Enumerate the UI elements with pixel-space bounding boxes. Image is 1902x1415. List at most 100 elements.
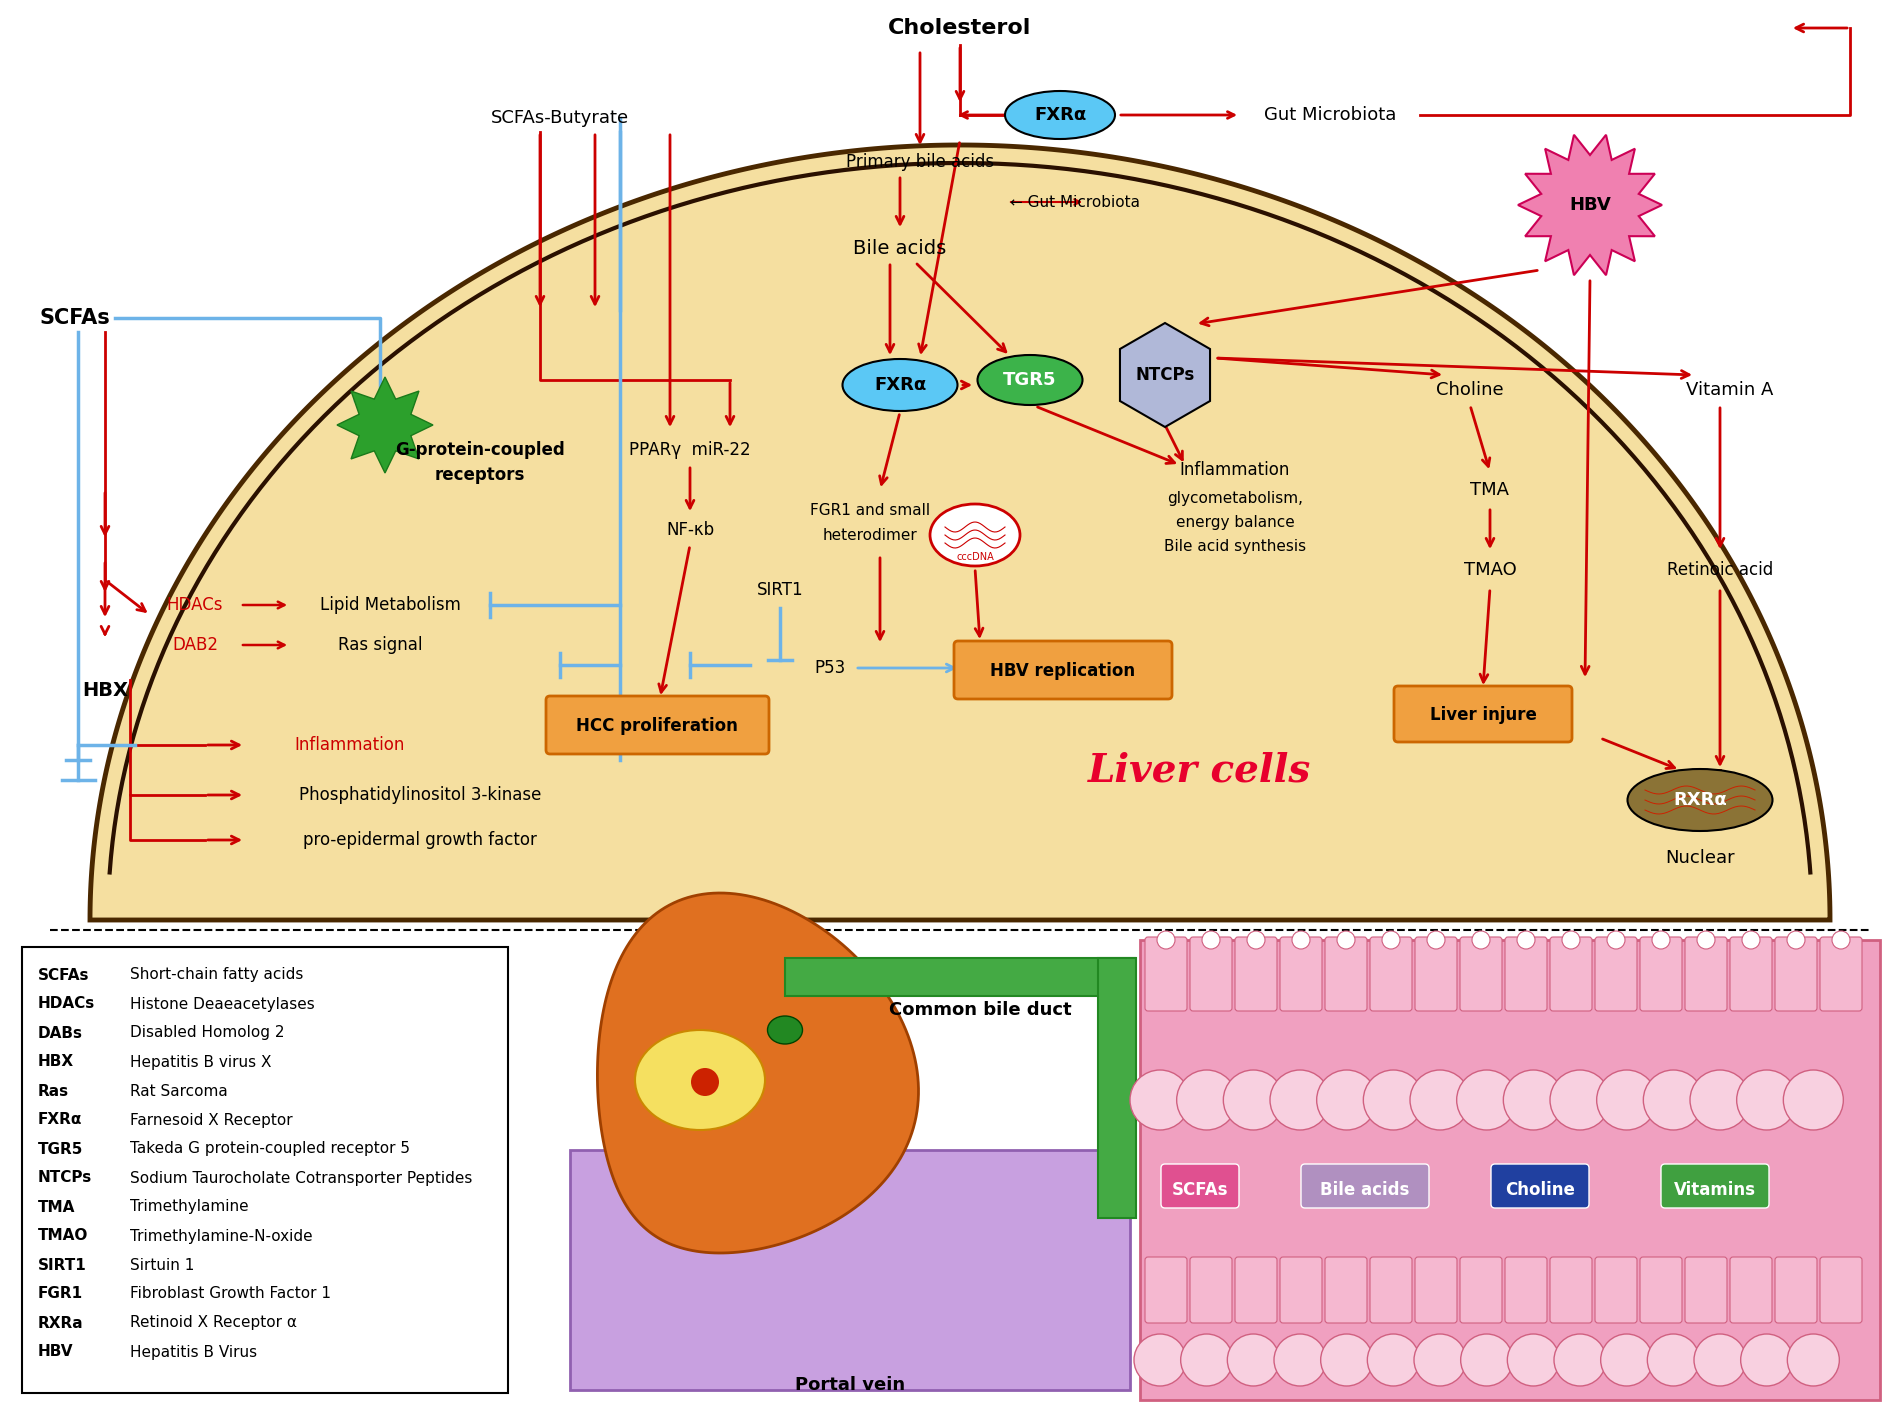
FancyBboxPatch shape <box>1775 1257 1816 1323</box>
Circle shape <box>1177 1070 1236 1131</box>
FancyBboxPatch shape <box>1326 937 1368 1010</box>
Bar <box>571 1150 1130 1390</box>
FancyBboxPatch shape <box>1640 1257 1681 1323</box>
Text: SIRT1: SIRT1 <box>757 582 803 599</box>
Text: HBV: HBV <box>38 1344 74 1360</box>
Bar <box>1097 958 1135 1218</box>
Circle shape <box>1316 1070 1377 1131</box>
Text: HDACs: HDACs <box>38 996 95 1012</box>
Circle shape <box>1409 1070 1470 1131</box>
Circle shape <box>1291 931 1310 949</box>
Ellipse shape <box>768 1016 803 1044</box>
Text: FGR1 and small: FGR1 and small <box>810 502 930 518</box>
Text: Vitamin A: Vitamin A <box>1687 381 1775 399</box>
Text: ← Gut Microbiota: ← Gut Microbiota <box>1010 194 1139 209</box>
Circle shape <box>1271 1070 1329 1131</box>
Text: Cholesterol: Cholesterol <box>888 18 1031 38</box>
Text: Bile acids: Bile acids <box>854 239 947 258</box>
Text: Hepatitis B virus X: Hepatitis B virus X <box>129 1054 272 1070</box>
Text: Disabled Homolog 2: Disabled Homolog 2 <box>129 1026 285 1040</box>
Circle shape <box>1503 1070 1563 1131</box>
FancyBboxPatch shape <box>1415 937 1457 1010</box>
Text: Common bile duct: Common bile duct <box>888 1000 1071 1019</box>
Text: Sirtuin 1: Sirtuin 1 <box>129 1258 194 1272</box>
Text: Farnesoid X Receptor: Farnesoid X Receptor <box>129 1112 293 1128</box>
Circle shape <box>690 1068 719 1097</box>
Circle shape <box>1383 931 1400 949</box>
Ellipse shape <box>1628 768 1773 831</box>
Polygon shape <box>337 376 434 473</box>
Circle shape <box>1691 1070 1750 1131</box>
Ellipse shape <box>978 355 1082 405</box>
FancyBboxPatch shape <box>1504 937 1546 1010</box>
Circle shape <box>1413 1334 1466 1387</box>
Text: HBV replication: HBV replication <box>991 662 1135 681</box>
Text: HCC proliferation: HCC proliferation <box>576 717 738 734</box>
Bar <box>1139 940 1879 1399</box>
Text: Retinoid X Receptor α: Retinoid X Receptor α <box>129 1316 297 1330</box>
Text: pro-epidermal growth factor: pro-epidermal growth factor <box>302 831 536 849</box>
Circle shape <box>1506 1334 1560 1387</box>
Text: DAB2: DAB2 <box>171 635 219 654</box>
FancyBboxPatch shape <box>1160 1165 1238 1208</box>
Text: HDACs: HDACs <box>167 596 223 614</box>
Text: FXRα: FXRα <box>873 376 926 393</box>
Text: TMA: TMA <box>1470 481 1510 499</box>
Circle shape <box>1740 1334 1794 1387</box>
Text: TMAO: TMAO <box>1465 560 1516 579</box>
Text: HBX: HBX <box>82 681 127 699</box>
Text: FGR1: FGR1 <box>38 1286 84 1302</box>
Text: Nuclear: Nuclear <box>1664 849 1735 867</box>
Circle shape <box>1788 1334 1839 1387</box>
FancyBboxPatch shape <box>1550 937 1592 1010</box>
Text: Trimethylamine-N-oxide: Trimethylamine-N-oxide <box>129 1228 312 1244</box>
Ellipse shape <box>930 504 1019 566</box>
FancyBboxPatch shape <box>1504 1257 1546 1323</box>
Text: PPARγ  miR-22: PPARγ miR-22 <box>630 441 751 458</box>
Text: heterodimer: heterodimer <box>824 528 917 542</box>
Circle shape <box>1562 931 1581 949</box>
FancyBboxPatch shape <box>1280 937 1322 1010</box>
Circle shape <box>1248 931 1265 949</box>
Circle shape <box>1274 1334 1326 1387</box>
Text: Liver cells: Liver cells <box>1088 751 1312 790</box>
Text: NTCPs: NTCPs <box>1135 366 1194 383</box>
Text: Portal vein: Portal vein <box>795 1375 905 1394</box>
FancyBboxPatch shape <box>1685 937 1727 1010</box>
Circle shape <box>1596 1070 1657 1131</box>
FancyBboxPatch shape <box>1731 1257 1773 1323</box>
Text: energy balance: energy balance <box>1175 515 1295 529</box>
Circle shape <box>1156 931 1175 949</box>
FancyBboxPatch shape <box>1640 937 1681 1010</box>
FancyBboxPatch shape <box>955 641 1172 699</box>
Text: Ras: Ras <box>38 1084 68 1098</box>
FancyBboxPatch shape <box>1685 1257 1727 1323</box>
Text: TGR5: TGR5 <box>1002 371 1058 389</box>
FancyBboxPatch shape <box>1415 1257 1457 1323</box>
FancyBboxPatch shape <box>1145 1257 1187 1323</box>
Text: glycometabolism,: glycometabolism, <box>1168 491 1303 505</box>
Circle shape <box>1653 931 1670 949</box>
FancyBboxPatch shape <box>1596 937 1638 1010</box>
FancyBboxPatch shape <box>23 947 508 1392</box>
Text: DABs: DABs <box>38 1026 84 1040</box>
Circle shape <box>1742 931 1759 949</box>
Text: receptors: receptors <box>436 466 525 484</box>
FancyBboxPatch shape <box>1191 1257 1232 1323</box>
Text: Gut Microbiota: Gut Microbiota <box>1263 106 1396 125</box>
Circle shape <box>1368 1334 1419 1387</box>
Circle shape <box>1607 931 1624 949</box>
Text: Choline: Choline <box>1504 1182 1575 1199</box>
Ellipse shape <box>1004 91 1115 139</box>
FancyBboxPatch shape <box>1369 1257 1411 1323</box>
Circle shape <box>1832 931 1851 949</box>
Ellipse shape <box>635 1030 765 1131</box>
Text: Inflammation: Inflammation <box>295 736 405 754</box>
Circle shape <box>1737 1070 1797 1131</box>
Text: Histone Deaeacetylases: Histone Deaeacetylases <box>129 996 314 1012</box>
Text: SIRT1: SIRT1 <box>38 1258 87 1272</box>
FancyBboxPatch shape <box>1461 937 1503 1010</box>
Polygon shape <box>89 144 1830 920</box>
Text: Takeda G protein-coupled receptor 5: Takeda G protein-coupled receptor 5 <box>129 1142 411 1156</box>
Circle shape <box>1130 1070 1191 1131</box>
